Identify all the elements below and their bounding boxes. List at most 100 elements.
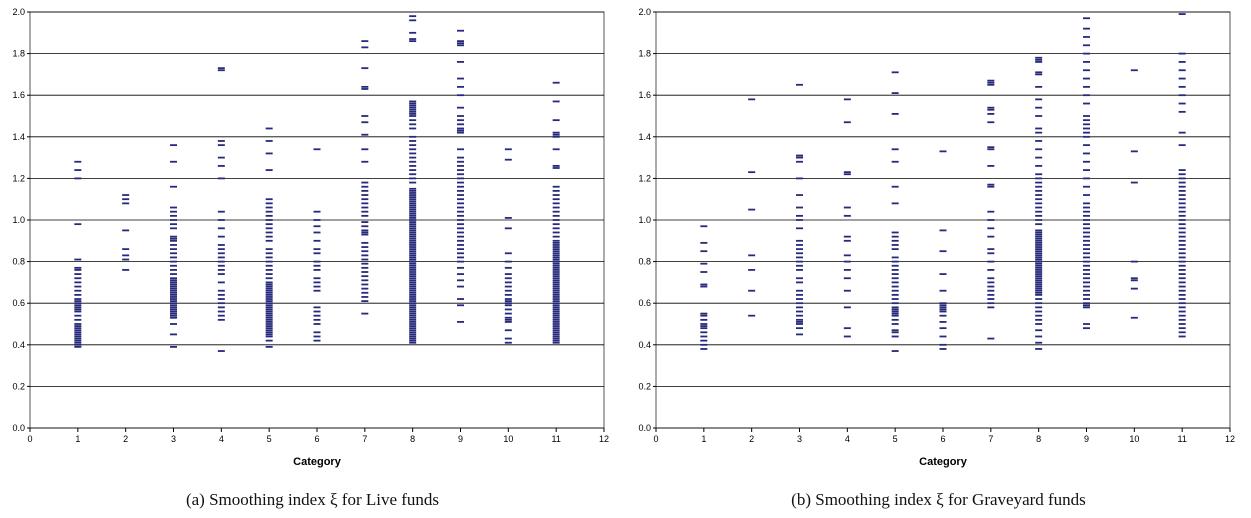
data-point bbox=[313, 339, 321, 342]
data-point bbox=[361, 296, 369, 298]
data-point bbox=[1083, 244, 1090, 246]
data-point bbox=[748, 171, 756, 174]
x-tick-label: 12 bbox=[599, 434, 609, 444]
data-point bbox=[170, 293, 177, 296]
y-tick-label: 1.2 bbox=[638, 173, 651, 183]
data-point bbox=[74, 341, 82, 344]
data-point bbox=[939, 348, 947, 350]
data-point bbox=[74, 318, 82, 321]
data-point bbox=[1035, 185, 1043, 188]
data-point bbox=[170, 304, 177, 307]
y-tick-label: 1.6 bbox=[12, 90, 25, 100]
data-point bbox=[409, 198, 417, 201]
data-point bbox=[457, 206, 464, 209]
data-point bbox=[1035, 269, 1043, 271]
data-point bbox=[409, 227, 417, 230]
data-point bbox=[409, 260, 417, 263]
data-point bbox=[265, 231, 273, 234]
data-point bbox=[843, 121, 851, 124]
data-point bbox=[891, 331, 899, 334]
data-point bbox=[796, 156, 803, 159]
data-point bbox=[987, 252, 995, 255]
data-point bbox=[74, 281, 82, 284]
data-point bbox=[843, 335, 851, 338]
data-point bbox=[552, 100, 560, 103]
data-point bbox=[409, 279, 417, 282]
data-point bbox=[700, 225, 708, 228]
data-point bbox=[1083, 252, 1090, 255]
data-point bbox=[170, 256, 177, 259]
data-point bbox=[1178, 227, 1186, 230]
data-point bbox=[409, 314, 417, 317]
data-point bbox=[748, 269, 756, 271]
data-point bbox=[1178, 94, 1186, 97]
data-point bbox=[1178, 102, 1186, 105]
x-tick-label: 4 bbox=[219, 434, 224, 444]
data-point bbox=[409, 173, 417, 176]
data-point bbox=[1083, 17, 1090, 20]
data-point bbox=[1035, 73, 1043, 76]
data-point bbox=[700, 318, 708, 321]
data-point bbox=[122, 269, 130, 271]
data-point bbox=[1083, 260, 1090, 263]
data-point bbox=[1035, 210, 1043, 213]
data-point bbox=[504, 285, 512, 288]
data-point bbox=[457, 252, 464, 255]
data-point bbox=[1083, 144, 1090, 147]
data-point bbox=[700, 323, 708, 325]
data-point bbox=[457, 198, 464, 201]
data-point bbox=[457, 231, 464, 234]
data-point bbox=[796, 277, 803, 280]
data-point bbox=[504, 252, 512, 255]
data-point bbox=[361, 40, 369, 43]
data-point bbox=[504, 158, 512, 161]
data-point bbox=[457, 266, 464, 269]
data-point bbox=[891, 281, 899, 284]
data-point bbox=[796, 298, 803, 300]
data-point bbox=[1035, 246, 1043, 248]
data-point bbox=[361, 300, 369, 303]
data-point bbox=[796, 239, 803, 242]
data-point bbox=[552, 219, 560, 221]
data-point bbox=[361, 214, 369, 217]
data-point bbox=[1035, 306, 1043, 309]
data-point bbox=[1178, 239, 1186, 242]
data-point bbox=[361, 181, 369, 184]
data-point bbox=[265, 206, 273, 209]
data-point bbox=[552, 214, 560, 217]
data-point bbox=[1035, 310, 1043, 313]
data-point bbox=[409, 306, 417, 309]
data-point bbox=[217, 260, 225, 263]
data-point bbox=[1130, 279, 1138, 282]
data-point bbox=[409, 189, 417, 192]
data-point bbox=[74, 345, 82, 348]
data-point bbox=[313, 331, 321, 334]
x-tick-label: 10 bbox=[1129, 434, 1139, 444]
data-point bbox=[987, 306, 995, 309]
data-point bbox=[796, 177, 803, 180]
data-point bbox=[74, 333, 82, 336]
data-point bbox=[504, 273, 512, 275]
data-point bbox=[939, 308, 947, 311]
data-point bbox=[939, 314, 947, 317]
data-point bbox=[1178, 110, 1186, 113]
data-point bbox=[265, 339, 273, 342]
data-point bbox=[552, 185, 560, 188]
data-point bbox=[504, 293, 512, 296]
data-point bbox=[1035, 283, 1043, 286]
data-point bbox=[552, 335, 560, 338]
data-point bbox=[217, 227, 225, 230]
data-point bbox=[409, 152, 417, 155]
data-point bbox=[796, 160, 803, 163]
data-point bbox=[265, 300, 273, 303]
data-point bbox=[843, 327, 851, 330]
data-point bbox=[170, 300, 177, 303]
data-point bbox=[1083, 194, 1090, 196]
data-point bbox=[74, 298, 82, 300]
data-point bbox=[409, 200, 417, 203]
data-point bbox=[1178, 252, 1186, 255]
data-point bbox=[409, 262, 417, 265]
data-point bbox=[1035, 318, 1043, 321]
data-point bbox=[313, 225, 321, 228]
data-point bbox=[1178, 194, 1186, 196]
